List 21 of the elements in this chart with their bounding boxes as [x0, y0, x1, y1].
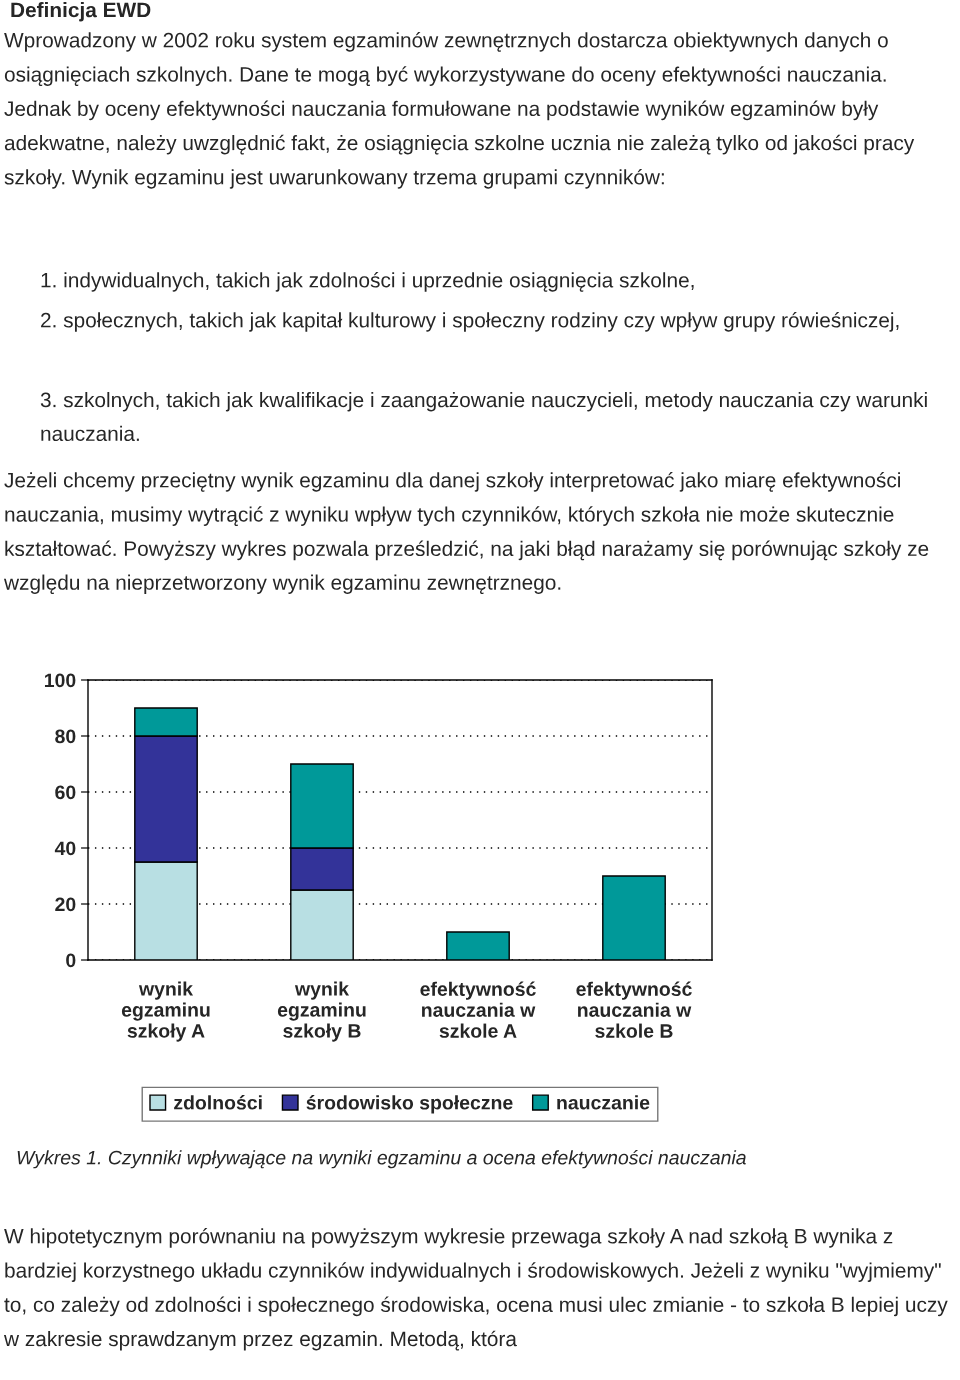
- legend-label: środowisko społeczne: [306, 1095, 513, 1114]
- text: 2. społecznych, takich jak kapitał kulturowy i społeczny rodziny czy wpływ grupy rówieśniczej,: [41, 312, 899, 332]
- text: Wprowadzony w 2002 roku system egzaminów zewnętrznych dostarcza obiektywnych danych o osiągnięciach szkolnych. Dane te mogą być wykorzystywane do oceny efektywności nauczania. Jednak by oceny efektywności nauczania formułowane na podstawie wyników egzaminów były adekwatne, należy uwzględnić fakt, że osiągnięcia szkolne ucznia nie zależą tylko od jakości pracy szkoły. Wynik egzaminu jest uwarunkowany trzema grupami czynników:: [4, 32, 915, 189]
- text: Jeżeli chcemy przeciętny wynik egzaminu dla danej szkoły interpretować jako miarę efektywności nauczania, musimy wytrącić z wyniku wpływ tych czynników, których szkoła nie może skutecznie kształtować. Powyższy wykres pozwala prześledzić, na jaki błąd narażamy się porównując szkoły ze względu na nieprzetworzony wynik egzaminu zewnętrznego.: [3, 472, 929, 594]
- x-tick-label: efektywność nauczania w szkole B: [576, 981, 692, 1038]
- legend-label: zdolności: [174, 1095, 262, 1110]
- text: 3. szkolnych, takich jak kwalifikacje i zaangażowanie nauczycieli, metody nauczania czy warunki nauczania.: [40, 392, 927, 442]
- y-tick-label: 100: [44, 673, 76, 688]
- y-tick-label: 80: [55, 729, 76, 744]
- y-tick-label: 60: [55, 785, 76, 800]
- y-tick-label: 20: [55, 897, 76, 912]
- x-tick-label: efektywność nauczania w szkole A: [420, 981, 536, 1038]
- text: Wykres 1. Czynniki wpływające na wyniki egzaminu a ocena efektywności nauczania: [17, 1150, 746, 1169]
- text: W hipotetycznym porównaniu na powyższym wykresie przewaga szkoły A nad szkołą B wynika z bardziej korzystnego układu czynników indywidualnych i środowiskowych. Jeżeli z wyniku "wyjmiemy" to, co zależy od zdolności i społecznego środowiska, ocena musi ulec zmianie - to szkoła B lepiej uczy w zakresie sprawdzanym przez egzamin. Metodą, która: [3, 1228, 948, 1351]
- y-tick-label: 40: [54, 841, 76, 856]
- text: 1. indywidualnych, takich jak zdolności i uprzednie osiągnięcia szkolne,: [41, 272, 694, 292]
- y-tick-label: 0: [66, 953, 76, 968]
- x-tick-label: wynik egzaminu szkoły B: [277, 981, 366, 1042]
- chart-title: Definicja EWD: [11, 2, 151, 22]
- x-tick-label: wynik egzaminu szkoły A: [121, 981, 210, 1042]
- legend-label: nauczanie: [557, 1095, 650, 1110]
